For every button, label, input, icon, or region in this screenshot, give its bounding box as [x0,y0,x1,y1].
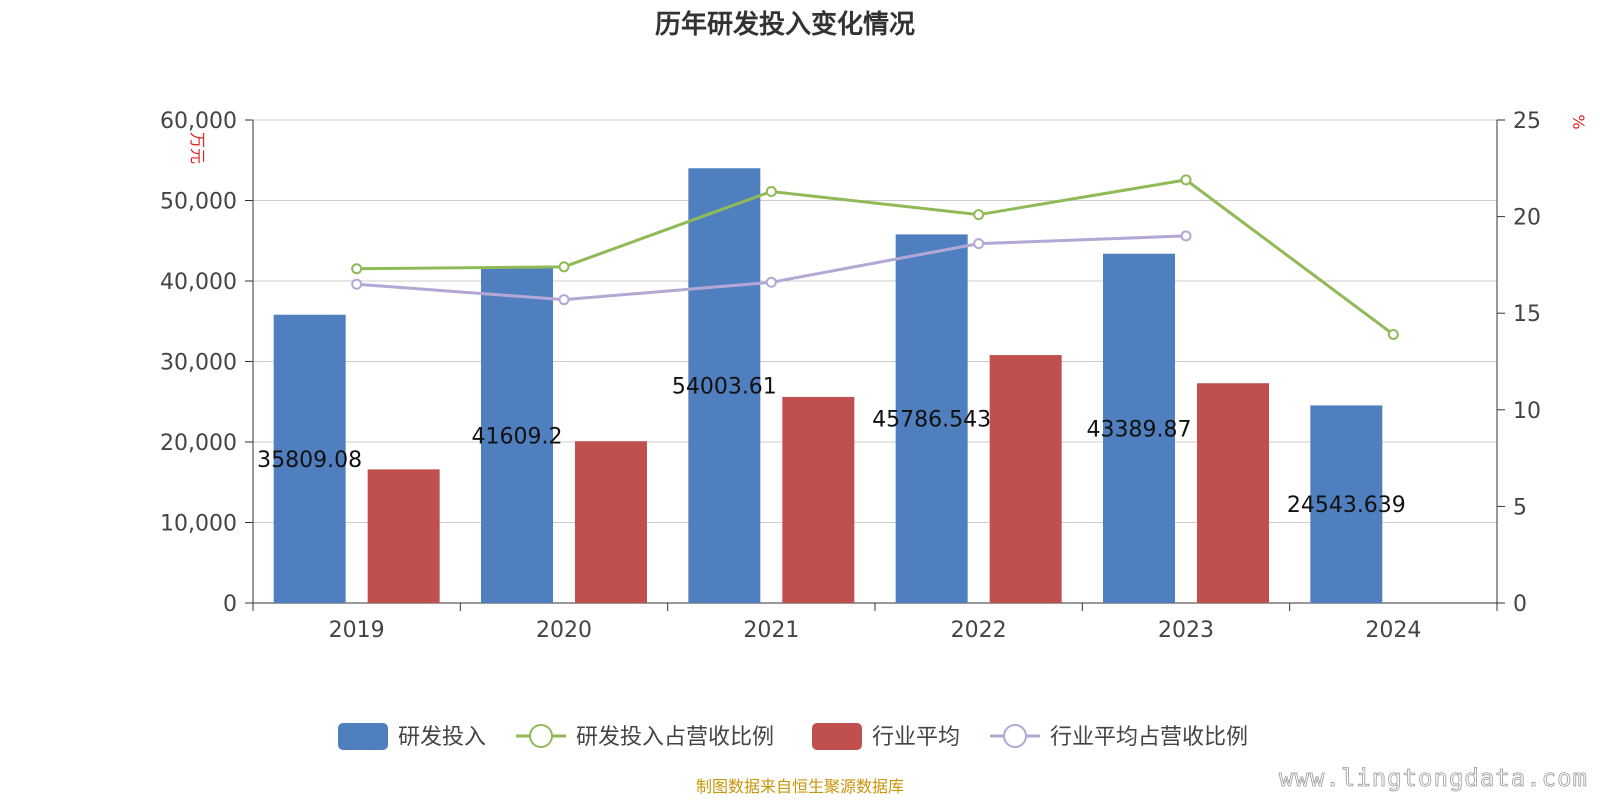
x-tick-label: 2020 [536,618,592,643]
right-tick-label: 20 [1513,206,1541,231]
bar-industry [575,441,647,603]
legend-marker-industry-ratio [1003,724,1027,748]
bar-value-label: 41609.2 [472,425,563,450]
bar-value-label: 24543.639 [1287,493,1406,518]
left-axis-unit: 万元 [188,132,207,164]
rd-ratio-point [765,185,777,197]
left-tick-label: 10,000 [160,512,237,537]
right-tick-label: 0 [1513,592,1527,617]
bar-value-label: 35809.08 [257,448,362,473]
left-tick-label: 20,000 [160,431,237,456]
legend-swatch-rd [338,723,388,750]
legend-swatch-industry [812,723,862,750]
lines [351,174,1399,340]
industry-ratio-point [351,278,363,290]
x-tick-label: 2023 [1158,618,1214,643]
bar-rd [481,268,553,603]
rd-ratio-point [351,263,363,275]
bar-rd [273,314,346,603]
rd-ratio-point [1180,174,1192,186]
rd-ratio-line [356,178,1395,336]
x-tick-label: 2022 [951,618,1007,643]
axes [245,119,1505,611]
legend-marker-rd-ratio [529,724,553,748]
data-labels: 35809.08 41609.2 54003.61 45786.543 43389.87… [257,375,1406,519]
left-tick-label: 30,000 [160,351,237,376]
left-tick-label: 60,000 [160,109,237,134]
right-tick-label: 5 [1513,495,1527,520]
x-tick-label: 2019 [329,618,385,643]
left-tick-label: 50,000 [160,190,237,215]
bar-industry [989,355,1062,603]
right-tick-label: 15 [1513,302,1541,327]
rd-ratio-point [1387,328,1399,340]
bar-rd [895,234,968,603]
left-tick-label: 40,000 [160,270,237,295]
legend-label: 行业平均占营收比例 [1050,725,1248,750]
industry-ratio-point [973,238,985,250]
grid-lines [253,119,1497,523]
x-tick-label: 2024 [1365,618,1421,643]
industry-ratio-point [558,294,570,306]
industry-ratio-point [765,276,777,288]
bars [273,168,1383,603]
bar-industry [782,396,855,603]
x-tick-labels: 2019 2020 2021 2022 2023 2024 [329,618,1422,643]
bar-value-label: 45786.543 [872,408,991,433]
legend-label: 研发投入占营收比例 [576,725,774,750]
bar-industry [1197,383,1269,603]
right-tick-label: 10 [1513,399,1541,424]
rd-ratio-point [558,261,570,273]
x-tick-label: 2021 [743,618,799,643]
legend-label: 研发投入 [398,725,486,750]
bar-rd [1310,405,1383,603]
legend-label: 行业平均 [872,725,960,750]
bar-industry [367,469,440,603]
y-tick-labels: 0 10,000 20,000 30,000 40,000 50,000 60,000 0 5 1… [160,109,1541,617]
industry-ratio-point [1180,230,1192,242]
bar-rd [688,168,761,603]
bar-rd [1103,253,1175,603]
right-tick-label: 25 [1513,109,1541,134]
rd-ratio-point [973,209,985,221]
chart-title: 历年研发投入变化情况 [655,9,915,40]
bar-value-label: 43389.87 [1087,417,1192,442]
watermark: www.lingtongdata.com [1279,764,1588,792]
right-axis-unit: % [1569,114,1588,129]
bar-value-label: 54003.61 [672,375,777,400]
legend: 研发投入 研发投入占营收比例 行业平均 行业平均占营收比例 [338,723,1248,750]
data-source: 制图数据来自恒生聚源数据库 [696,777,904,796]
left-tick-label: 0 [223,592,237,617]
